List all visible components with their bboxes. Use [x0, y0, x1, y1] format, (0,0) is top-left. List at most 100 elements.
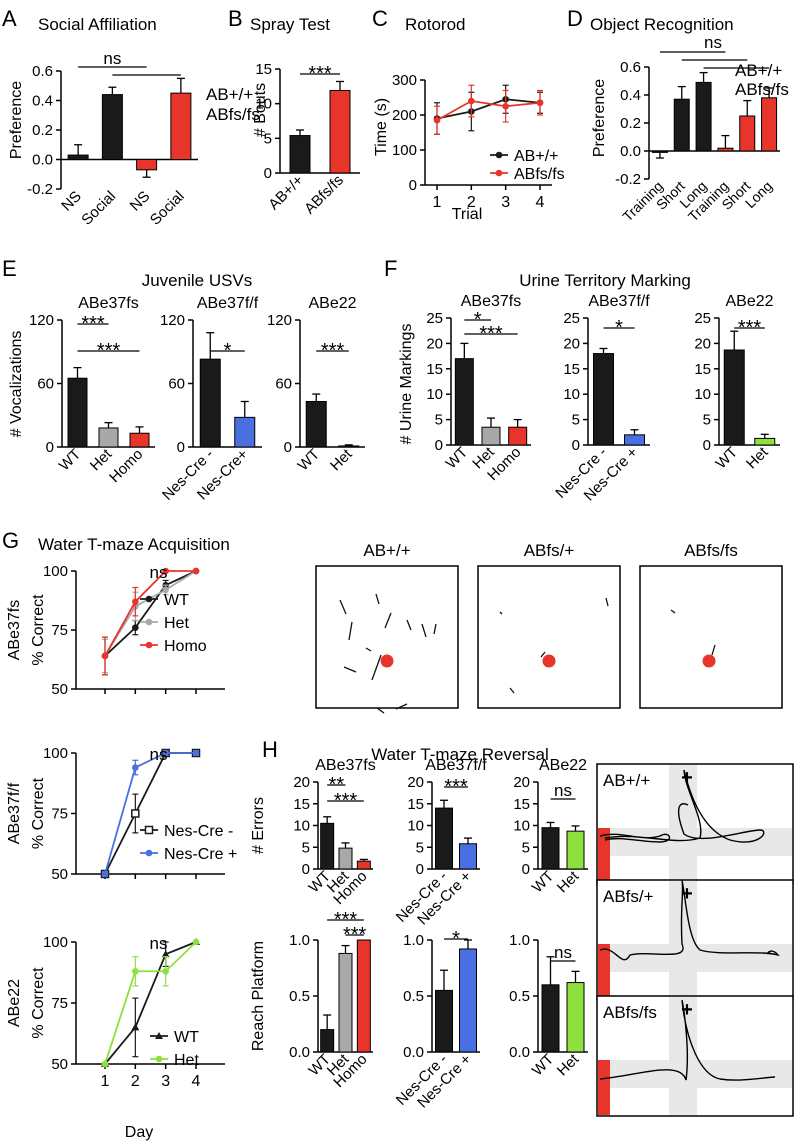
chart-C-ytick-label: 200 [392, 107, 417, 124]
chart-G3-ytick-label: 50 [51, 1056, 68, 1073]
chart-G3-sig: ns [150, 934, 168, 953]
xlabel-G: Day [125, 1124, 153, 1141]
chart-G1-series-line [104, 570, 197, 657]
chart-C-point [433, 116, 441, 124]
chart-G3-point [131, 1023, 140, 1031]
ylabel-E: # Vocalizations [8, 331, 25, 438]
chart-H1-ylabel: # Errors [250, 797, 267, 854]
heatmap-track-segment [406, 619, 412, 631]
chart-B-ytick-label: 15 [255, 61, 272, 78]
chart-F1-ytick-label: 15 [426, 361, 443, 378]
chart-H6-ytick-label: 1.0 [509, 932, 530, 949]
chart-H4-ytick-label: 1.0 [289, 932, 310, 949]
chart-G2-point [131, 809, 140, 818]
chart-B-bar [329, 89, 351, 174]
sig-label-F3: *** [738, 317, 762, 339]
chart-D-bar [717, 147, 734, 152]
ylabel-A: Preference [8, 81, 25, 159]
platform-marker [542, 654, 556, 668]
chart-G2-point [192, 749, 200, 757]
chart-F3-bar [723, 349, 745, 446]
chart-H2-subtitle: ABe37f/f [425, 757, 487, 774]
chart-D-bar [761, 97, 778, 152]
panel-letter-B: B [228, 6, 243, 31]
chart-F3-ytick-label: 10 [694, 386, 711, 403]
chart-G3-series-line [104, 941, 197, 1065]
chart-H1-subtitle: ABe37fs [315, 757, 375, 774]
legend-G2-label: Nes-Cre + [164, 846, 237, 863]
chart-F1-bar [508, 426, 528, 446]
chart-G3-xtick-label: 3 [161, 1073, 170, 1090]
legend-G2-label: Nes-Cre - [164, 823, 233, 840]
chart-D-ytick-label: 0.6 [620, 59, 641, 76]
chart-E1-ytick-label: 60 [37, 376, 54, 393]
chart-G2-group-label: ABe37f/f [6, 782, 23, 844]
title-A: Social Affiliation [38, 15, 157, 34]
chart-D-bar [739, 115, 756, 152]
chart-H6-bar [566, 982, 585, 1053]
chart-H1-ytick-label: 5 [302, 839, 310, 856]
chart-H2-bar [435, 807, 453, 870]
chart-H1-bar [356, 860, 371, 870]
chart-E3-ytick-label: 120 [267, 312, 292, 329]
chart-H6-xtick-label: WT [529, 1051, 558, 1080]
heatmap-track-segment [499, 611, 503, 615]
heatmap-track-segment [365, 647, 372, 652]
tmaze-stem [669, 997, 697, 1115]
chart-G1-sig: ns [150, 563, 168, 582]
sig-label-E1b: *** [97, 340, 121, 362]
tmaze-label: ABfs/fs [603, 1003, 657, 1022]
panel-letter-H: H [262, 737, 278, 762]
tmaze-label: AB+/+ [603, 771, 650, 790]
chart-H1-bar [338, 847, 353, 870]
chart-A-xtick-label: NS [127, 188, 154, 215]
title-F: Urine Territory Marking [519, 271, 691, 290]
chart-G3-series-line [104, 941, 197, 1065]
chart-G2-point [132, 764, 139, 771]
chart-G3-ytick-label: 100 [43, 934, 68, 951]
chart-D-ytick-label: 0.0 [620, 143, 641, 160]
chart-D-bar [673, 98, 690, 152]
chart-C-point [536, 99, 544, 107]
panel-letter-C: C [372, 6, 388, 31]
heatmap-track-segment [605, 597, 609, 607]
panel-letter-E: E [2, 256, 17, 281]
chart-H5-ytick-label: 0.0 [403, 1044, 424, 1061]
legend-G1-marker [145, 641, 153, 649]
static-labels: A B C D E F G H Social Affiliation Spray… [2, 6, 734, 1141]
chart-D-ytick-label: -0.2 [615, 171, 641, 188]
sig-label-H4b: *** [343, 924, 367, 946]
chart-E3-xtick-label: Het [327, 445, 356, 474]
chart-G3-group-label: ABe22 [6, 979, 23, 1027]
chart-H4-bar [338, 952, 353, 1053]
chart-G2-point [162, 749, 169, 757]
heatmap-track-segment [375, 593, 380, 605]
chart-F3-xtick-label: WT [713, 444, 742, 473]
chart-A-xtick-label: Social [147, 188, 188, 229]
chart-G1-point [162, 567, 169, 575]
chart-D-ytick-label: 0.2 [620, 115, 641, 132]
chart-C-xtick-label: 1 [433, 194, 442, 211]
chart-H1-ytick-label: 10 [293, 818, 310, 835]
heatmap-track-segment [339, 599, 347, 615]
chart-H3-ytick-label: 15 [513, 796, 530, 813]
chart-F2-ytick-label: 0 [572, 437, 580, 454]
chart-H1-ytick-label: 20 [293, 774, 310, 791]
chart-G3-xtick-label: 4 [192, 1073, 201, 1090]
chart-E1-xtick-label: Homo [106, 446, 146, 486]
heatmap-label: ABfs/+ [524, 541, 575, 560]
chart-D-bar [651, 150, 668, 153]
tmaze-stem [669, 765, 697, 883]
chart-C-ytick-label: 100 [392, 142, 417, 159]
chart-F3-subtitle: ABe22 [725, 293, 773, 310]
chart-F1-subtitle: ABe37fs [461, 293, 521, 310]
chart-C-xtick-label: 4 [536, 194, 545, 211]
chart-G2-point [101, 870, 109, 878]
legend-G2-marker [144, 825, 154, 835]
title-D: Object Recognition [590, 15, 734, 34]
chart-H3-ytick-label: 5 [522, 839, 530, 856]
chart-H4-ytick-label: 0.0 [289, 1044, 310, 1061]
chart-H6-ytick-label: 0.0 [509, 1044, 530, 1061]
chart-H3-ytick-label: 10 [513, 818, 530, 835]
legend-C-marker [495, 151, 503, 159]
